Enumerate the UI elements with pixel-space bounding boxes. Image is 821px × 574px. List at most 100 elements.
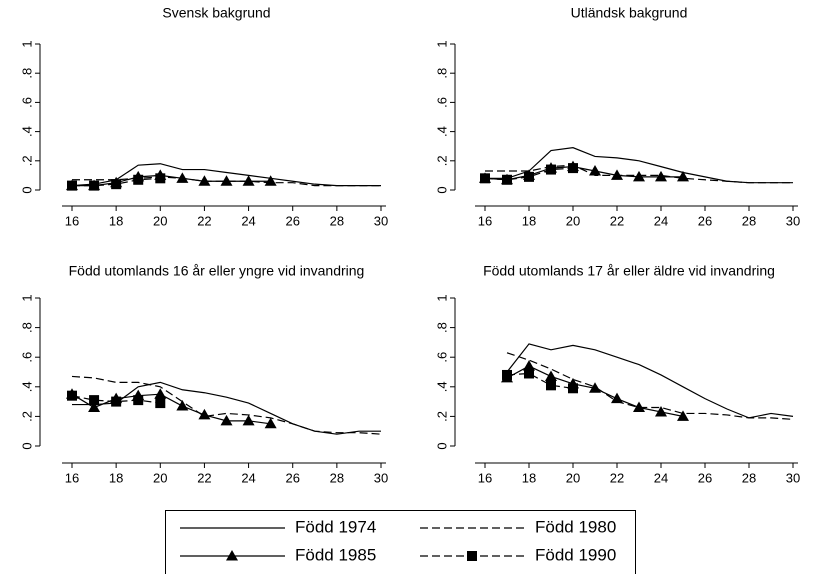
x-tick-label: 28 [742,213,756,228]
marker-square [524,171,534,182]
x-tick-label: 28 [330,213,344,228]
marker-square [568,163,578,174]
y-tick-label: 1 [434,294,449,301]
marker-triangle [176,400,189,411]
marker-square [568,383,578,394]
y-tick-label: .6 [19,352,34,363]
marker-square [480,173,490,184]
marker-square [524,368,534,379]
legend-entry: Född 1990 [420,545,616,564]
x-tick-label: 16 [478,213,492,228]
x-tick-label: 26 [698,213,712,228]
marker-triangle [655,405,667,417]
marker-triangle [198,408,211,420]
marker-triangle [633,401,645,413]
x-tick-label: 18 [109,213,123,228]
x-tick-label: 22 [610,213,624,228]
x-tick-label: 16 [65,213,79,228]
series-line [72,174,271,187]
x-tick-label: 30 [786,470,800,485]
y-tick-label: 1 [19,40,34,47]
panel-title: Utländsk bakgrund [571,5,688,21]
y-tick-label: .8 [19,322,34,333]
x-tick-label: 18 [109,470,123,485]
marker-square [133,174,144,185]
marker-triangle [677,170,689,182]
y-tick-label: .2 [434,155,449,166]
marker-triangle [264,175,277,186]
legend-box [165,510,636,574]
y-tick-label: .4 [434,381,449,392]
y-tick-label: 1 [19,294,34,301]
x-tick-label: 18 [522,470,536,485]
series-line [506,352,794,420]
series-line [72,177,161,187]
marker-triangle [523,360,535,371]
marker-square [89,180,100,191]
series-line [506,343,794,419]
marker-square [133,395,144,406]
legend-label: Född 1974 [295,517,376,536]
y-tick-label: 0 [19,186,34,193]
legend-entry: Född 1974 [180,517,376,536]
legend-label: Född 1985 [295,545,376,564]
legend-label: Född 1990 [535,545,616,564]
marker-square [67,390,77,401]
x-tick-label: 26 [698,470,712,485]
marker-triangle [226,550,238,561]
x-tick-label: 26 [285,470,299,485]
y-tick-label: .2 [19,155,34,166]
marker-triangle [589,382,601,393]
x-tick-label: 24 [241,470,255,485]
x-tick-label: 16 [478,470,492,485]
y-tick-label: .8 [19,68,34,79]
series-line [72,176,381,187]
series-line [71,393,271,425]
marker-square [111,396,122,407]
marker-triangle [611,169,623,180]
series-line [71,395,161,404]
x-tick-label: 16 [65,470,79,485]
y-tick-label: 0 [434,442,449,449]
series-line [72,381,381,435]
marker-square [89,395,100,406]
marker-square [502,369,512,380]
series-line [484,166,683,181]
y-tick-label: .6 [19,97,34,108]
marker-triangle [154,388,167,399]
y-tick-label: .6 [434,97,449,108]
legend-entry: Född 1985 [180,545,376,564]
x-tick-label: 30 [786,213,800,228]
y-tick-label: .2 [19,411,34,422]
x-tick-label: 30 [374,470,388,485]
marker-square [502,174,512,185]
y-tick-label: .6 [434,352,449,363]
marker-triangle [242,175,255,186]
x-tick-label: 22 [197,213,211,228]
panel-title: Född utomlands 17 år eller äldre vid inv… [483,263,775,279]
legend-label: Född 1980 [535,517,616,536]
series-line [484,167,574,181]
x-tick-label: 22 [197,470,211,485]
marker-triangle [220,175,233,186]
marker-triangle [677,410,689,421]
marker-square [155,398,166,409]
y-tick-label: 0 [434,186,449,193]
marker-triangle [220,414,233,426]
x-tick-label: 20 [153,213,167,228]
marker-triangle [589,165,601,176]
marker-triangle [655,170,667,182]
x-tick-label: 22 [610,470,624,485]
x-tick-label: 30 [374,213,388,228]
marker-triangle [545,370,557,381]
y-tick-label: .4 [19,381,34,392]
marker-square [467,551,477,561]
x-tick-label: 28 [742,470,756,485]
y-tick-label: 1 [434,40,449,47]
marker-triangle [264,417,277,429]
x-tick-label: 24 [241,213,255,228]
x-tick-label: 28 [330,470,344,485]
marker-triangle [176,172,189,183]
x-tick-label: 20 [566,470,580,485]
